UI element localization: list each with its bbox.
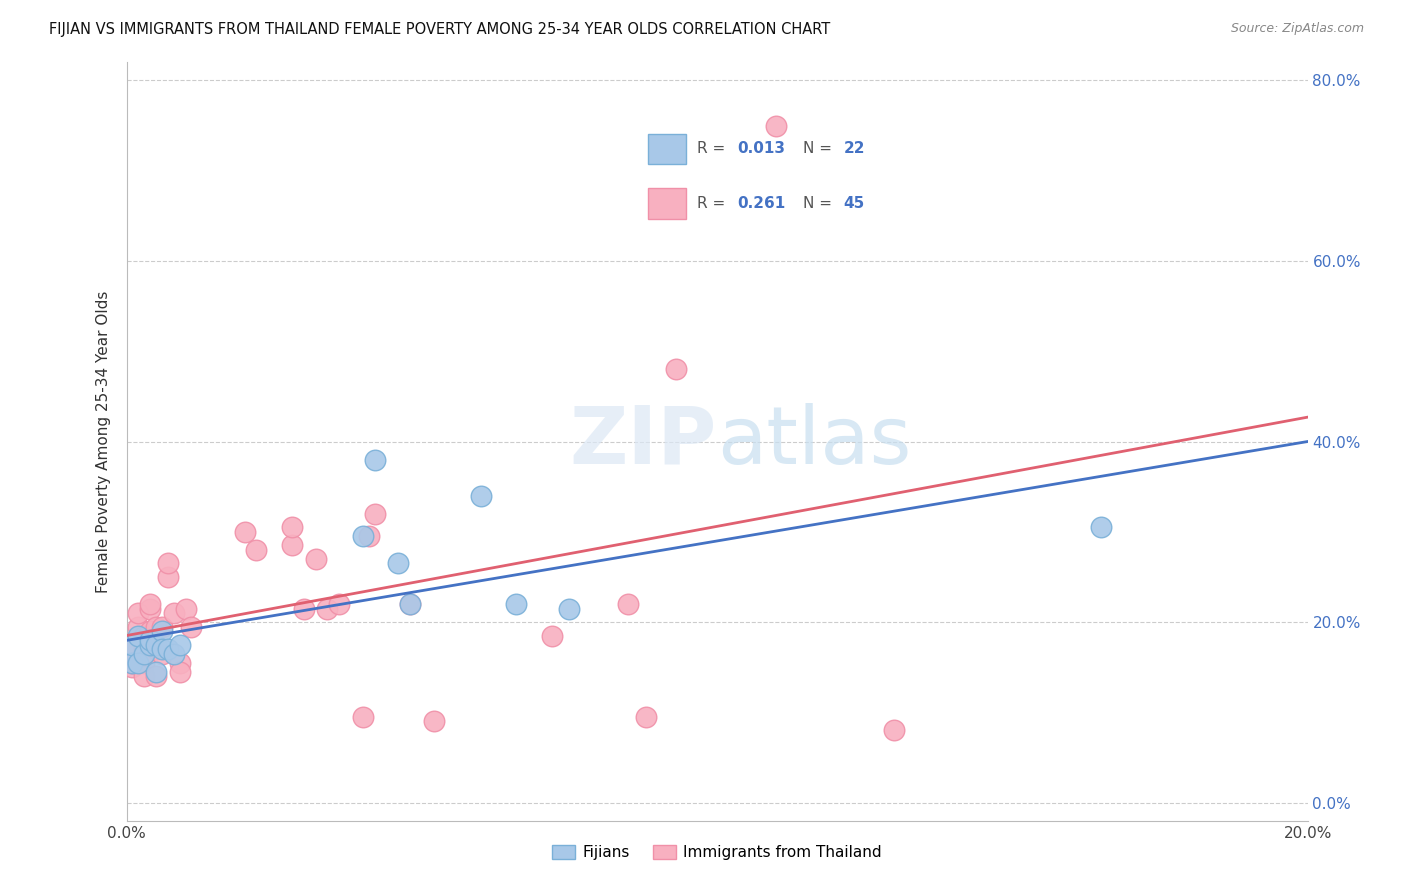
- Point: [127, 656, 149, 670]
- Point: [134, 647, 156, 661]
- Legend: Fijians, Immigrants from Thailand: Fijians, Immigrants from Thailand: [546, 838, 889, 866]
- Point: [245, 542, 267, 557]
- Point: [765, 119, 787, 133]
- Point: [1090, 520, 1112, 534]
- Point: [139, 624, 162, 639]
- Point: [357, 529, 380, 543]
- Point: [121, 642, 143, 657]
- Point: [399, 597, 422, 611]
- Point: [174, 601, 197, 615]
- Point: [139, 633, 162, 648]
- Text: atlas: atlas: [717, 402, 911, 481]
- Point: [145, 669, 167, 683]
- Point: [470, 489, 492, 503]
- Point: [363, 507, 385, 521]
- Point: [156, 642, 179, 657]
- Point: [328, 597, 350, 611]
- Point: [180, 619, 202, 633]
- Point: [145, 619, 167, 633]
- Text: ZIP: ZIP: [569, 402, 717, 481]
- Point: [134, 656, 156, 670]
- Point: [127, 606, 149, 620]
- Point: [665, 362, 688, 376]
- Point: [163, 647, 186, 661]
- Point: [150, 642, 173, 657]
- Point: [156, 570, 179, 584]
- Point: [156, 557, 179, 571]
- Point: [387, 557, 409, 571]
- Point: [505, 597, 527, 611]
- Point: [121, 656, 143, 670]
- Point: [399, 597, 422, 611]
- Point: [121, 656, 143, 670]
- Point: [883, 723, 905, 738]
- Point: [281, 538, 304, 552]
- Point: [352, 529, 374, 543]
- Point: [139, 638, 162, 652]
- Text: Source: ZipAtlas.com: Source: ZipAtlas.com: [1230, 22, 1364, 36]
- Point: [169, 656, 191, 670]
- Point: [316, 601, 339, 615]
- Point: [150, 647, 173, 661]
- Point: [617, 597, 640, 611]
- Point: [121, 638, 143, 652]
- Point: [233, 524, 256, 539]
- Y-axis label: Female Poverty Among 25-34 Year Olds: Female Poverty Among 25-34 Year Olds: [96, 291, 111, 592]
- Point: [145, 665, 167, 679]
- Point: [127, 629, 149, 643]
- Point: [150, 619, 173, 633]
- Point: [281, 520, 304, 534]
- Point: [352, 710, 374, 724]
- Point: [169, 638, 191, 652]
- Point: [558, 601, 581, 615]
- Point: [150, 624, 173, 639]
- Point: [139, 601, 162, 615]
- Point: [127, 619, 149, 633]
- Point: [145, 638, 167, 652]
- Point: [127, 629, 149, 643]
- Point: [134, 669, 156, 683]
- Point: [363, 452, 385, 467]
- Point: [134, 647, 156, 661]
- Point: [145, 642, 167, 657]
- Point: [169, 665, 191, 679]
- Point: [636, 710, 658, 724]
- Point: [292, 601, 315, 615]
- Point: [422, 714, 444, 729]
- Point: [134, 642, 156, 657]
- Text: FIJIAN VS IMMIGRANTS FROM THAILAND FEMALE POVERTY AMONG 25-34 YEAR OLDS CORRELAT: FIJIAN VS IMMIGRANTS FROM THAILAND FEMAL…: [49, 22, 831, 37]
- Point: [121, 660, 143, 674]
- Point: [139, 597, 162, 611]
- Point: [304, 552, 326, 566]
- Point: [540, 629, 562, 643]
- Point: [134, 629, 156, 643]
- Point: [163, 606, 186, 620]
